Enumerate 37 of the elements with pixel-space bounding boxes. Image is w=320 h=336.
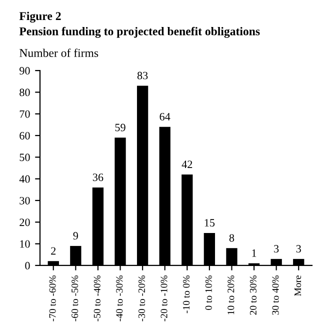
x-tick-label: -30 to -20% <box>138 275 146 322</box>
y-tick-label: 80 <box>20 88 30 96</box>
x-tick-label: 30 to 40% <box>272 275 279 315</box>
x-tick-label: More <box>294 276 302 296</box>
data-label: 8 <box>229 234 234 242</box>
data-label: 59 <box>115 124 126 132</box>
y-tick-label: 70 <box>20 110 30 118</box>
data-label: 2 <box>51 247 56 255</box>
x-tick-label: 10 to 20% <box>228 275 234 314</box>
data-label: 3 <box>274 245 279 253</box>
chart-subtitle: Pension funding to projected benefit obligations <box>19 26 260 38</box>
data-label: 3 <box>296 245 301 253</box>
data-label: 9 <box>73 232 78 240</box>
data-label: 36 <box>92 174 104 182</box>
y-tick-label: 50 <box>20 154 30 162</box>
x-tick-label: -40 to -30% <box>116 275 123 322</box>
data-label: 15 <box>204 219 215 227</box>
x-tick-label: -60 to -50% <box>72 275 78 322</box>
data-label: 1 <box>252 249 256 257</box>
y-tick-label: 20 <box>20 218 30 226</box>
y-tick-label: 90 <box>20 67 30 75</box>
y-tick-label: 40 <box>19 175 30 183</box>
y-tick-label: 10 <box>20 240 30 248</box>
x-tick-label: -20 to -10% <box>160 275 168 322</box>
x-tick-label: -70 to -60% <box>49 275 56 322</box>
x-tick-label: -50 to -40% <box>94 275 100 322</box>
y-tick-label: 60 <box>20 132 30 140</box>
y-axis-title: Number of firms <box>20 48 98 58</box>
x-tick-label: -10 to 0% <box>183 275 190 314</box>
data-label: 64 <box>160 112 170 120</box>
x-tick-label: 20 to 30% <box>250 275 256 315</box>
data-label: 42 <box>182 160 192 168</box>
data-label: 83 <box>137 72 148 80</box>
chart-title: Figure 2 <box>19 12 61 23</box>
y-tick-label: 30 <box>20 196 30 204</box>
x-tick-label: 0 to 10% <box>205 275 212 310</box>
y-tick-label: 0 <box>25 262 30 270</box>
